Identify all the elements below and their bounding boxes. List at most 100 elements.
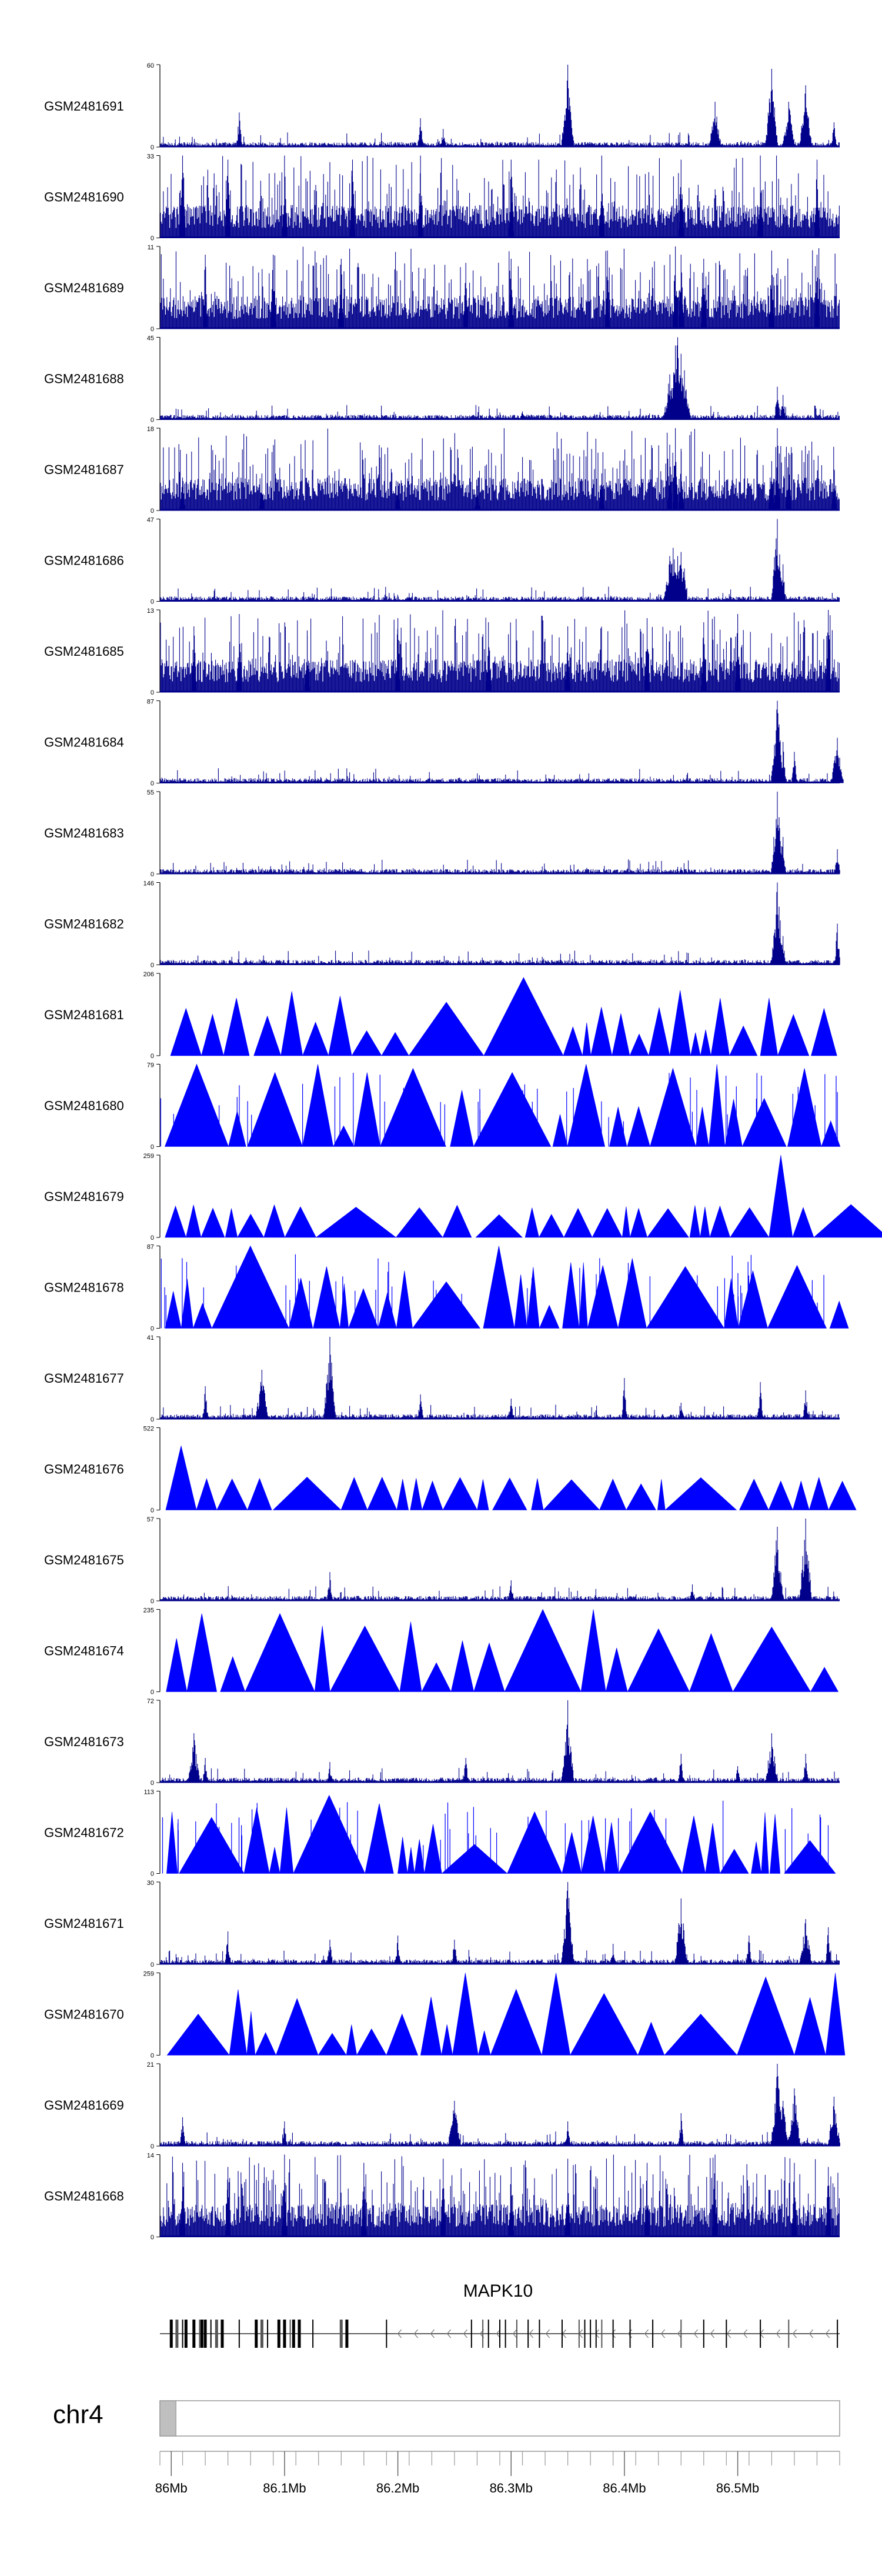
coverage-area (166, 1609, 839, 1692)
track-label: GSM2481678 (44, 1280, 124, 1295)
y-min-tick-label: 0 (151, 1053, 154, 1060)
track-GSM2481684: GSM2481684 87 0 (44, 699, 844, 788)
exon (200, 2320, 203, 2348)
gene-name-label: MAPK10 (463, 2281, 533, 2301)
track-label: GSM2481670 (44, 2007, 124, 2022)
coverage-signal (160, 882, 840, 965)
coverage-signal (160, 337, 840, 420)
track-GSM2481670: GSM2481670 259 0 (44, 1971, 846, 2060)
track-GSM2481685: GSM2481685 13 0 (44, 608, 840, 696)
coverage-area (170, 977, 837, 1056)
track-GSM2481691: GSM2481691 60 0 (44, 62, 840, 151)
exon (584, 2320, 586, 2348)
track-label: GSM2481673 (44, 1734, 124, 1749)
track-GSM2481672: GSM2481672 113 0 (44, 1789, 836, 1878)
coverage-signal (160, 246, 840, 329)
track-label: GSM2481672 (44, 1826, 124, 1840)
chromosome-label: chr4 (53, 2400, 103, 2429)
y-min-tick-label: 0 (151, 599, 154, 606)
exon (595, 2320, 597, 2348)
y-max-tick-label: 206 (143, 971, 154, 978)
exon (837, 2320, 838, 2348)
exon (238, 2320, 240, 2348)
exon (505, 2320, 506, 2348)
x-axis-tick-label: 86Mb (155, 2481, 188, 2495)
track-label: GSM2481675 (44, 1553, 124, 1567)
strand-arrow-icon (397, 2329, 402, 2338)
y-max-tick-label: 60 (147, 62, 154, 69)
track-GSM2481676: GSM2481676 522 0 (44, 1426, 857, 1514)
track-label: GSM2481679 (44, 1189, 124, 1204)
exon (726, 2320, 727, 2348)
strand-arrow-icon (792, 2329, 797, 2338)
exon (629, 2320, 631, 2348)
track-GSM2481682: GSM2481682 146 0 (44, 880, 840, 969)
exon (267, 2320, 269, 2348)
exon (169, 2320, 173, 2348)
coverage-signal (160, 1519, 840, 1601)
track-GSM2481679: GSM2481679 259 0 (44, 1153, 882, 1242)
track-GSM2481674: GSM2481674 235 0 (44, 1607, 839, 1696)
strand-arrow-icon (413, 2329, 419, 2338)
exon (561, 2320, 563, 2348)
y-min-tick-label: 0 (151, 144, 154, 151)
exon (298, 2320, 301, 2348)
track-GSM2481669: GSM2481669 21 0 (44, 2061, 840, 2150)
strand-arrow-icon (693, 2329, 699, 2338)
y-max-tick-label: 33 (147, 154, 154, 161)
y-min-tick-label: 0 (151, 1598, 154, 1605)
strand-arrow-icon (660, 2329, 666, 2338)
track-GSM2481668: GSM2481668 14 0 (44, 2153, 840, 2241)
y-min-tick-label: 0 (151, 1144, 154, 1151)
y-min-tick-label: 0 (151, 2053, 154, 2060)
y-max-tick-label: 14 (147, 2153, 154, 2160)
y-min-tick-label: 0 (151, 1234, 154, 1242)
track-GSM2481681: GSM2481681 206 0 (44, 971, 837, 1060)
coverage-spikes (160, 1073, 838, 1147)
exon (192, 2320, 196, 2348)
x-axis-tick-label: 86.5Mb (716, 2481, 759, 2495)
track-label: GSM2481687 (44, 462, 124, 477)
track-GSM2481686: GSM2481686 47 0 (44, 517, 840, 606)
track-GSM2481689: GSM2481689 11 0 (44, 244, 840, 333)
y-min-tick-label: 0 (151, 326, 154, 333)
exon (182, 2320, 183, 2348)
track-GSM2481683: GSM2481683 55 0 (44, 789, 840, 878)
track-GSM2481687: GSM2481687 18 0 (44, 426, 840, 515)
coverage-signal (160, 2064, 840, 2146)
coverage-signal (160, 519, 840, 602)
track-GSM2481690: GSM2481690 33 0 (44, 154, 840, 242)
coverage-signal (160, 65, 840, 147)
exon (220, 2320, 224, 2348)
exon (652, 2320, 654, 2348)
exon (516, 2320, 517, 2348)
y-min-tick-label: 0 (151, 1416, 154, 1423)
coverage-signal (160, 700, 844, 783)
strand-arrow-icon (545, 2329, 550, 2338)
exon (292, 2320, 295, 2348)
coverage-signal (160, 2154, 840, 2237)
exon (590, 2320, 592, 2348)
track-GSM2481671: GSM2481671 30 0 (44, 1880, 840, 1968)
y-min-tick-label: 0 (151, 1780, 154, 1787)
strand-arrow-icon (710, 2329, 715, 2338)
track-label: GSM2481676 (44, 1462, 124, 1477)
y-max-tick-label: 47 (147, 517, 154, 524)
track-GSM2481688: GSM2481688 45 0 (44, 335, 840, 424)
y-min-tick-label: 0 (151, 1689, 154, 1696)
y-min-tick-label: 0 (151, 1871, 154, 1878)
track-GSM2481680: GSM2481680 79 0 (44, 1062, 841, 1151)
track-label: GSM2481689 (44, 281, 124, 295)
coverage-area (165, 1154, 882, 1238)
exon (482, 2320, 484, 2348)
y-min-tick-label: 0 (151, 689, 154, 696)
y-min-tick-label: 0 (151, 1961, 154, 1968)
strand-arrow-icon (529, 2329, 534, 2338)
coverage-signal (160, 155, 840, 238)
exon (345, 2320, 349, 2348)
strand-arrow-icon (644, 2329, 649, 2338)
track-GSM2481675: GSM2481675 57 0 (44, 1516, 840, 1605)
track-label: GSM2481681 (44, 1007, 124, 1022)
y-min-tick-label: 0 (151, 780, 154, 788)
